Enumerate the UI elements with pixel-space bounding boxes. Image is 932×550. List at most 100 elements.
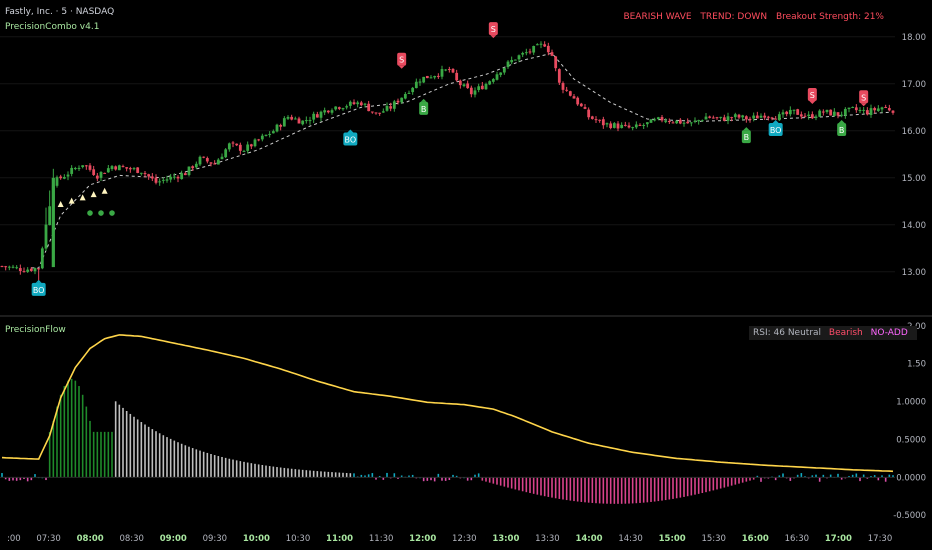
time-tick-label: 11:00 — [326, 534, 353, 544]
candle-body — [598, 119, 602, 121]
candle-body — [260, 135, 264, 140]
indicator-name[interactable]: PrecisionCombo v4.1 — [5, 22, 100, 32]
candle-body — [70, 167, 74, 174]
flow-bar — [694, 477, 696, 495]
flow-bar — [562, 477, 564, 500]
candle-body — [554, 56, 558, 69]
candle-body — [840, 114, 844, 116]
flow-bar — [452, 474, 454, 478]
osc-tick-label: 1.50 — [907, 360, 926, 370]
candle-body — [436, 75, 440, 77]
flow-bar — [573, 477, 575, 502]
candle-body — [843, 108, 847, 116]
candle-body — [462, 84, 466, 87]
chart-grid — [0, 36, 895, 273]
signal-label: BO — [345, 135, 357, 144]
breakout-candle — [51, 177, 55, 268]
flow-bar — [133, 416, 135, 478]
flow-bar — [598, 477, 601, 504]
price-axis[interactable]: 18.00 17.00 16.00 15.00 14.00 13.00 — [902, 33, 926, 278]
candle-body — [154, 177, 158, 183]
candle-body — [359, 102, 363, 106]
time-tick-label: :00 — [7, 534, 21, 544]
signal-pointer — [398, 65, 405, 69]
flow-bar — [705, 477, 707, 493]
candle-body — [425, 75, 429, 79]
candle-body — [220, 156, 224, 160]
candle-body — [11, 266, 15, 268]
flow-bar — [375, 477, 377, 480]
flow-bar — [12, 477, 14, 481]
price-tick-label: 14.00 — [902, 221, 926, 231]
flow-bar — [679, 477, 682, 498]
flow-bar — [631, 477, 634, 504]
candle-body — [649, 119, 653, 123]
flow-bar — [532, 477, 535, 494]
time-tick-label: 08:00 — [77, 534, 104, 544]
time-tick-label: 16:00 — [742, 534, 769, 544]
candle-body — [781, 112, 785, 115]
flow-bar — [708, 477, 711, 492]
flow-bar — [147, 426, 150, 478]
flow-bar — [166, 437, 168, 478]
candle-body — [528, 51, 532, 53]
time-tick-label: 09:30 — [203, 534, 228, 544]
candle-body — [227, 143, 231, 150]
flow-bar — [111, 431, 113, 478]
time-axis[interactable]: :00 07:30 08:00 08:30 09:00 09:30 10:00 10:30 11… — [7, 534, 892, 544]
flow-bar — [650, 477, 652, 502]
flow-bar — [261, 464, 264, 478]
flow-bar — [448, 477, 451, 481]
osc-tick-label: 1.0000 — [896, 398, 926, 408]
flow-bar — [646, 477, 649, 503]
oscillator-name[interactable]: PrecisionFlow — [5, 325, 66, 335]
flow-bar — [485, 477, 487, 482]
candle-body — [484, 84, 488, 90]
candle-body — [488, 81, 492, 85]
flow-bar — [224, 457, 227, 478]
flow-bar — [221, 456, 223, 478]
candle-body — [777, 114, 781, 121]
candle-body — [304, 120, 308, 122]
candle-body — [466, 83, 470, 89]
candle-body — [191, 166, 195, 169]
flow-bar — [67, 380, 69, 478]
candle-body — [862, 109, 866, 111]
candle-body — [829, 109, 833, 116]
flow-bar — [697, 477, 700, 494]
candle-body — [506, 61, 510, 68]
flow-bar — [734, 477, 737, 485]
flow-bar — [26, 477, 29, 482]
candle-body — [224, 149, 228, 158]
candle-body — [121, 166, 125, 168]
flow-bar — [818, 477, 821, 482]
signal-marker-s: S — [859, 90, 869, 107]
time-tick-label: 09:00 — [160, 534, 187, 544]
flow-bar — [492, 477, 495, 484]
support-dot — [98, 210, 104, 216]
candle-body — [590, 116, 594, 119]
signal-marker-bo: BO — [31, 279, 46, 296]
candle-body — [418, 81, 422, 83]
flow-bar — [510, 477, 513, 489]
candle-body — [205, 158, 209, 162]
candle-body — [84, 165, 88, 167]
candle-body — [370, 111, 374, 113]
flow-bar — [144, 424, 146, 478]
candle-body — [609, 123, 613, 129]
flow-bar — [455, 475, 458, 478]
candle-body — [766, 116, 770, 118]
flow-bar — [628, 477, 630, 504]
candle-body — [642, 124, 646, 126]
candle-body — [517, 55, 521, 60]
flow-bar — [855, 473, 858, 478]
candle-body — [653, 119, 657, 121]
symbol-title[interactable]: Fastly, Inc. · 5 · NASDAQ — [5, 7, 115, 17]
signal-badge — [343, 132, 358, 146]
candle-body — [634, 124, 638, 128]
time-tick-label: 15:00 — [659, 534, 686, 544]
candle-body — [194, 163, 198, 168]
candle-body — [543, 44, 547, 47]
